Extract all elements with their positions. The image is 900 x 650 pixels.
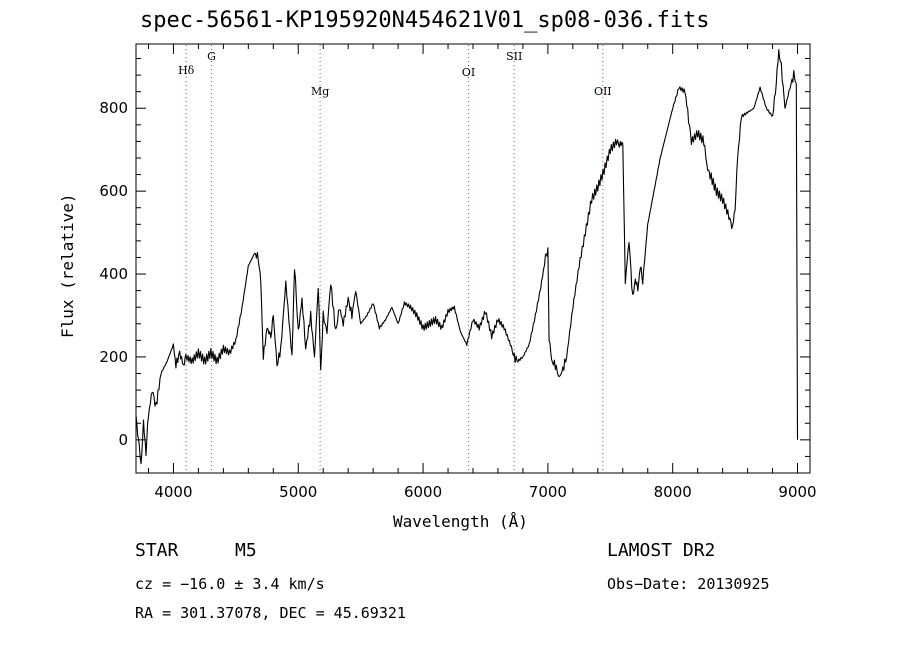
x-tick-label: 7000 (529, 483, 567, 501)
y-tick-label: 200 (99, 348, 128, 366)
y-tick-label: 800 (99, 99, 128, 117)
x-tick-label: 6000 (404, 483, 442, 501)
coordinates: RA = 301.37078, DEC = 45.69321 (135, 604, 406, 622)
spectral-line-label: SII (506, 50, 522, 63)
spectral-line-label: OII (594, 85, 612, 98)
obs-date: Obs−Date: 20130925 (607, 575, 770, 593)
y-tick-label: 0 (118, 431, 128, 449)
object-type: STAR (135, 540, 179, 561)
spectral-line-label: G (207, 50, 216, 63)
survey-name: LAMOST DR2 (607, 540, 716, 561)
y-axis-label: Flux (relative) (58, 193, 77, 339)
x-tick-label: 8000 (654, 483, 692, 501)
object-subclass: M5 (235, 540, 257, 561)
chart-title: spec-56561-KP195920N454621V01_sp08-036.f… (140, 8, 710, 33)
plot-frame (135, 43, 811, 474)
spectral-line-label: OI (462, 66, 475, 79)
x-axis-label: Wavelength (Å) (393, 512, 528, 531)
x-tick-label: 4000 (154, 483, 192, 501)
x-tick-label: 9000 (778, 483, 816, 501)
y-tick-label: 600 (99, 182, 128, 200)
spectrum-line (135, 49, 799, 465)
y-tick-label: 400 (99, 265, 128, 283)
x-tick-label: 5000 (279, 483, 317, 501)
redshift-velocity: cz = −16.0 ± 3.4 km/s (135, 575, 325, 593)
spectral-line-label: Mg (311, 85, 329, 98)
spectral-line-label: Hδ (178, 64, 195, 77)
